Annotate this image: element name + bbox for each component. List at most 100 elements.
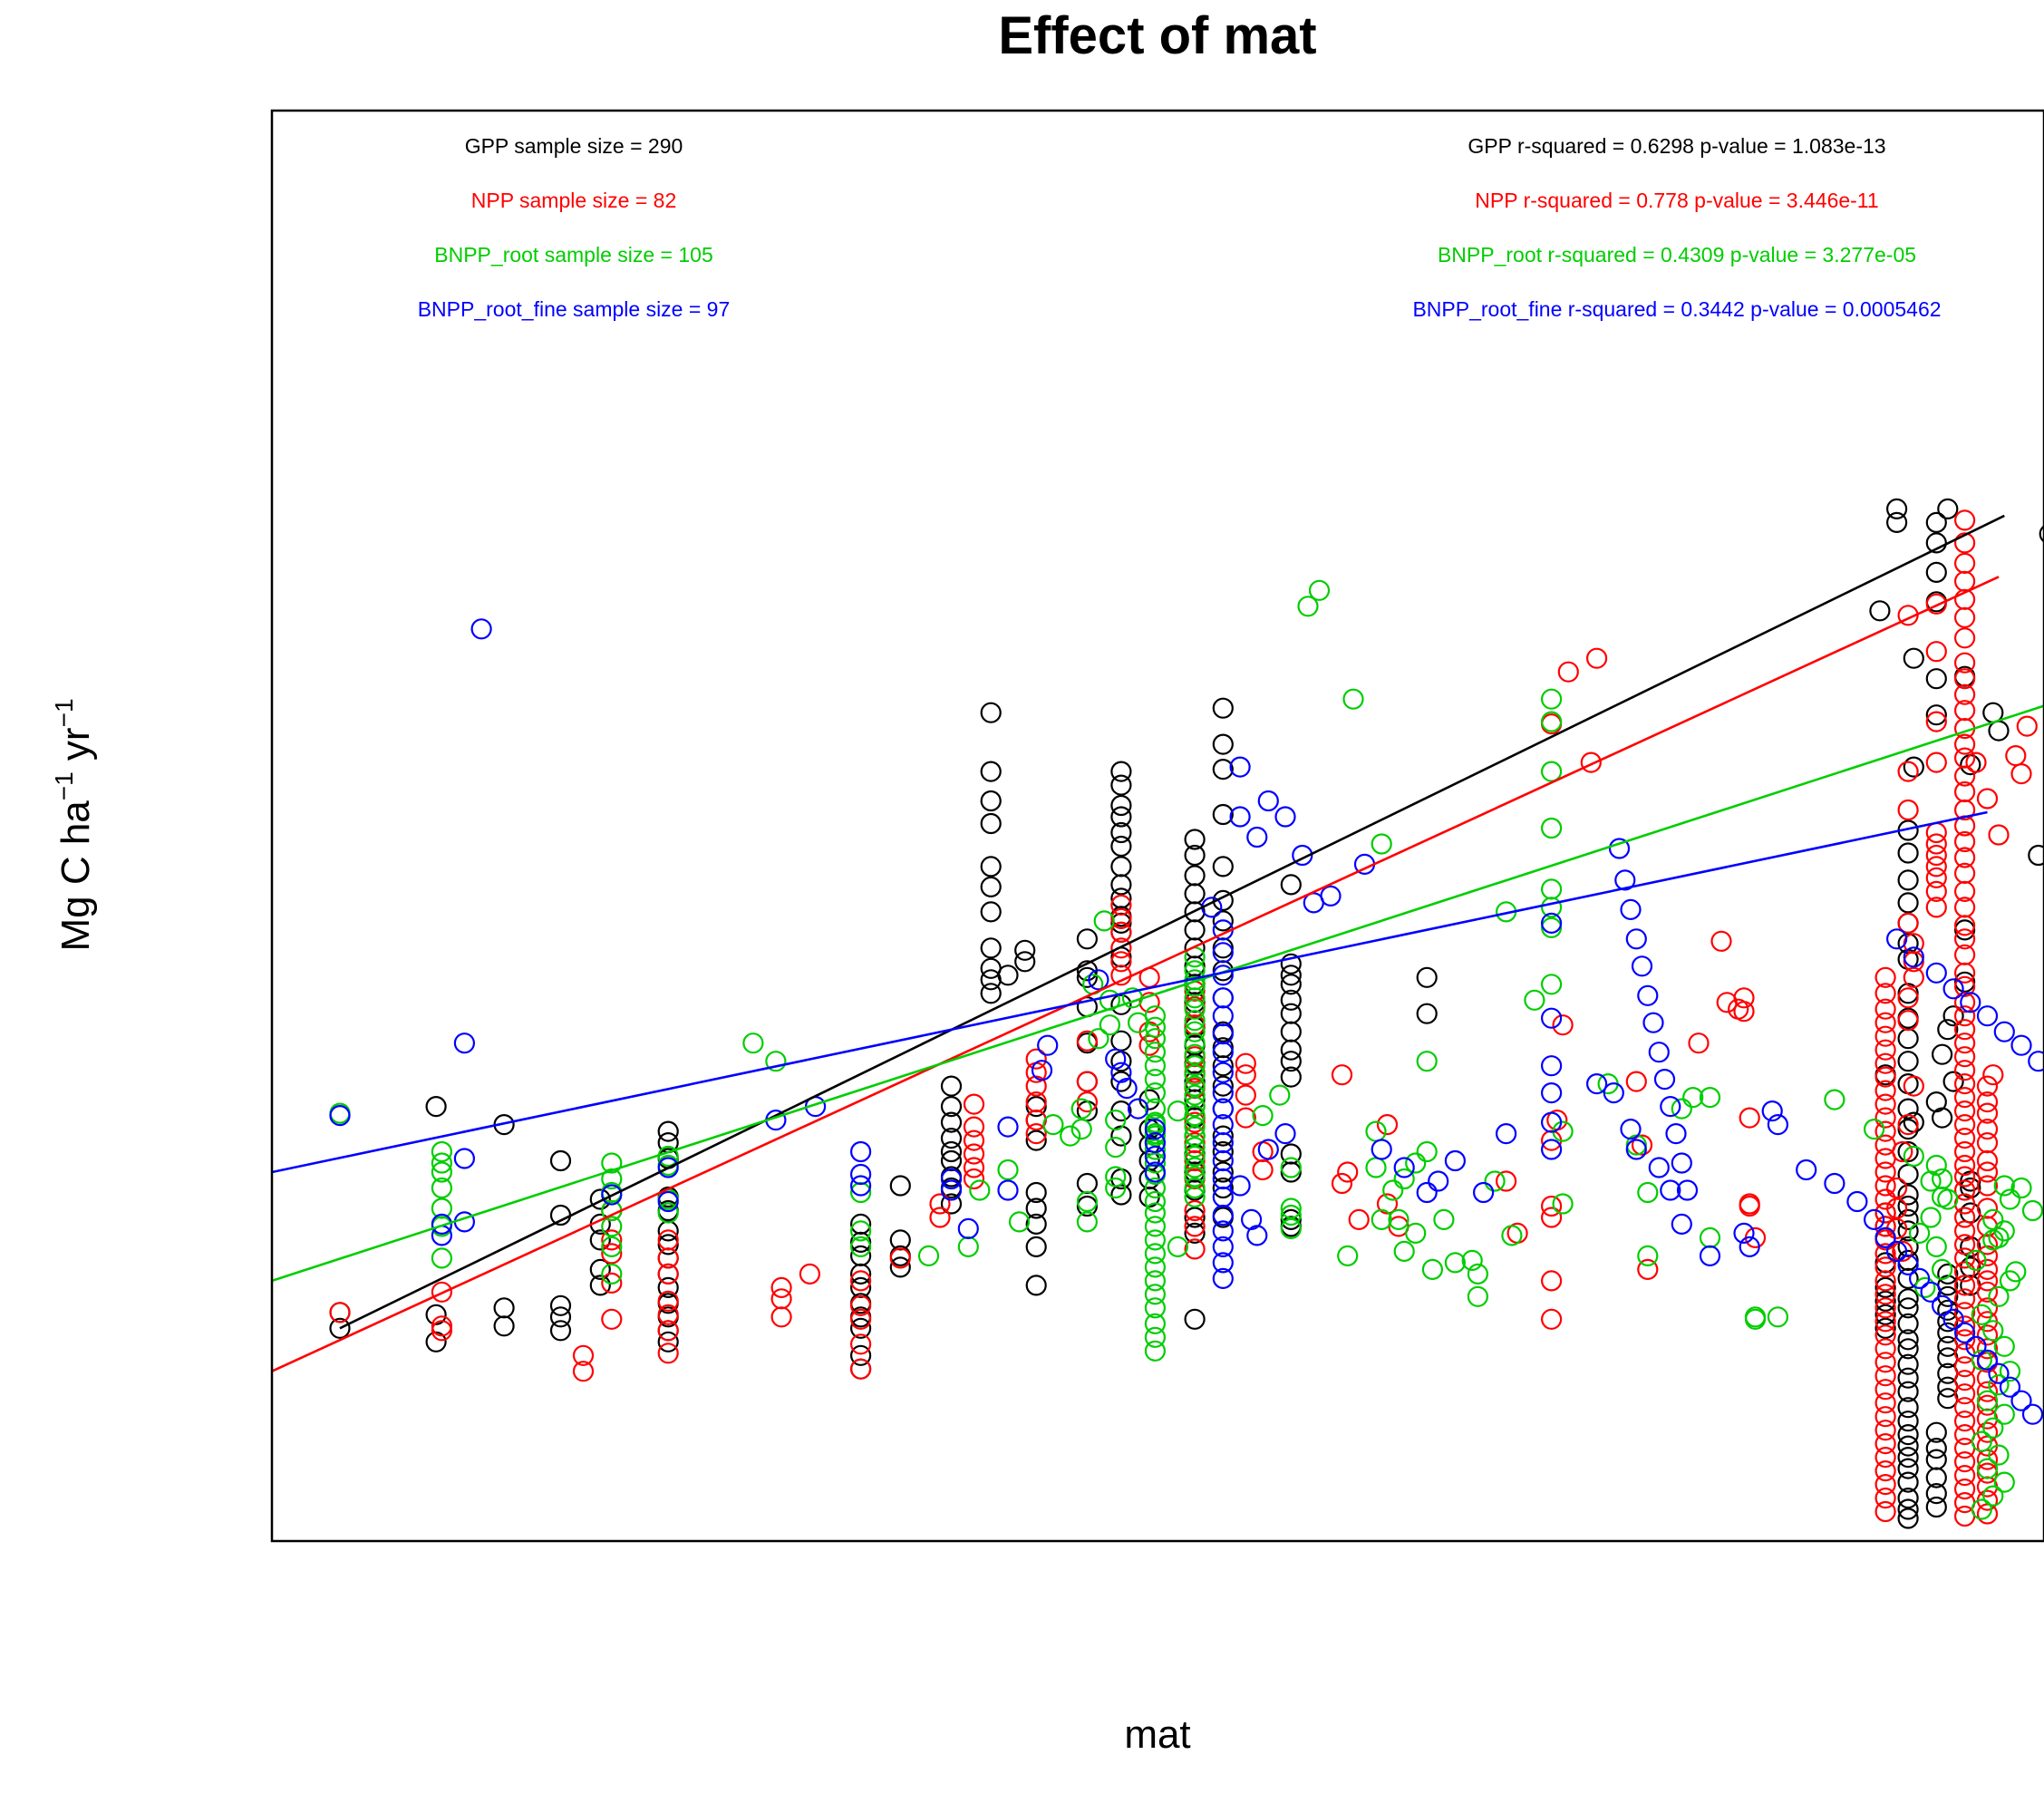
gpp-point (889, 1256, 911, 1278)
npp-point (431, 1281, 452, 1303)
bnpp-root-point (969, 1179, 991, 1201)
bnpp-root-fine-point (1212, 1236, 1234, 1258)
bnpp-root-point (1093, 910, 1115, 932)
bnpp-root-point (1184, 1033, 1206, 1054)
bnpp-root-point (1540, 817, 1563, 839)
gpp-point (1897, 1195, 1919, 1217)
gpp-point (1937, 1263, 1959, 1285)
bnpp-root-point (765, 1051, 787, 1072)
bnpp-root-fine-point (1229, 806, 1251, 828)
npp-point (1110, 894, 1132, 916)
gpp-point (1212, 1075, 1234, 1097)
bnpp-root-fine-point (453, 1148, 476, 1169)
npp-point (1976, 1234, 1999, 1256)
gpp-point (1897, 1313, 1919, 1334)
bnpp-root-fine-point (1909, 1267, 1931, 1290)
bnpp-root-point (1144, 1202, 1167, 1224)
npp-point (1897, 912, 1919, 935)
gpp-point (1925, 1482, 1947, 1505)
bnpp-root-fine-point (1540, 1111, 1563, 1133)
bnpp-root-point (1144, 1005, 1167, 1027)
gpp-point (1897, 1297, 1919, 1319)
regression-lines (272, 514, 2044, 1372)
npp-point (1874, 1297, 1896, 1319)
npp-point (1954, 1220, 1976, 1242)
plot-area-frame (270, 109, 2044, 1543)
npp-point (1954, 1127, 1976, 1149)
npp-point (1954, 1288, 1976, 1310)
gpp-point (1897, 1267, 1919, 1290)
chart-title: Effect of mat (998, 6, 1316, 65)
bnpp-root-point (1903, 1145, 1924, 1168)
bnpp-root-point (1184, 1145, 1206, 1168)
bnpp-root-fine-point (1676, 1179, 1699, 1201)
gpp-point (1025, 1275, 1047, 1296)
npp-point (1976, 1394, 1999, 1416)
npp-point (1976, 1118, 1999, 1140)
npp-point (1337, 1161, 1359, 1183)
gpp-point (980, 876, 1002, 898)
npp-point (1954, 1072, 1976, 1095)
npp-point (1874, 1012, 1896, 1033)
bnpp-root-point (1144, 1216, 1167, 1237)
bnpp-root-fine-fit-line (272, 810, 1988, 1174)
bnpp-root-point (1184, 1084, 1206, 1106)
npp-point (1954, 962, 1976, 984)
bnpp-root-point (1993, 1175, 2015, 1197)
bnpp-root-fine-sample-size-label: BNPP_root_fine sample size = 97 (418, 297, 731, 321)
npp-point (1874, 1107, 1896, 1129)
bnpp-root-point (1105, 1177, 1127, 1199)
gpp-point (1110, 874, 1132, 896)
bnpp-root-fine-point (1540, 1081, 1563, 1104)
npp-point (1954, 1086, 1976, 1109)
gpp-point (849, 1317, 872, 1339)
npp-point (1954, 1100, 1976, 1122)
bnpp-root-fine-point (1671, 1213, 1692, 1236)
gpp-point (1110, 806, 1132, 828)
bnpp-root-point (1371, 1208, 1392, 1231)
bnpp-root-point (1184, 1177, 1206, 1199)
bnpp-root-fine-point (1105, 1048, 1127, 1070)
bnpp-root-fine-point (1897, 1254, 1919, 1276)
bnpp-root-fine-point (1393, 1157, 1415, 1178)
bnpp-root-point (1552, 1193, 1574, 1215)
npp-point (1976, 788, 1999, 810)
npp-point (1184, 1216, 1206, 1237)
bnpp-root-point (2021, 1199, 2044, 1222)
gpp-point (1212, 697, 1234, 719)
gpp-point (849, 1231, 872, 1254)
bnpp-root-fine-point (1976, 1349, 1999, 1371)
npp-point (1874, 1406, 1896, 1428)
gpp-point (1025, 1236, 1047, 1258)
gpp-point (1942, 1071, 1964, 1092)
gpp-point (1076, 966, 1099, 988)
gpp-point (940, 1127, 963, 1149)
bnpp-root-fine-point (2010, 1390, 2032, 1411)
bnpp-root-point (742, 1033, 764, 1054)
npp-point (1110, 907, 1132, 930)
bnpp-root-point (1184, 1116, 1206, 1138)
bnpp-root-fine-point (2028, 1051, 2044, 1072)
npp-point (963, 1143, 985, 1165)
bnpp-root-fine-point (1925, 962, 1947, 984)
bnpp-root-point (1540, 916, 1563, 939)
bnpp-root-point (431, 1247, 452, 1269)
bnpp-root-point (1269, 1084, 1291, 1106)
gpp-point (1212, 733, 1234, 755)
bnpp-root-point (1461, 1249, 1483, 1272)
bnpp-root-point (1993, 1471, 2015, 1493)
bnpp-root-fine-point (997, 1179, 1019, 1201)
bnpp-root-fine-point (1625, 1139, 1647, 1160)
gpp-point (1025, 1197, 1047, 1219)
npp-point (1076, 1071, 1099, 1092)
bnpp-root-point (1971, 1430, 1992, 1452)
bnpp-root-fine-point (1212, 1204, 1234, 1226)
bnpp-root-fine-point (1246, 826, 1268, 848)
bnpp-root-fine-point (1212, 1098, 1234, 1120)
bnpp-root-fine-point (453, 1033, 476, 1054)
npp-point (1495, 1170, 1517, 1192)
npp-point (1376, 1193, 1399, 1215)
gpp-point (1925, 1467, 1947, 1488)
bnpp-root-point (1144, 1016, 1167, 1038)
